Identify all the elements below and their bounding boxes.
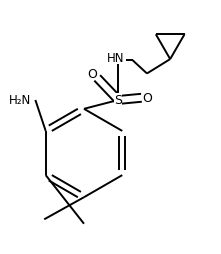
Text: HN: HN: [107, 52, 125, 65]
Text: O: O: [142, 92, 152, 105]
Text: S: S: [114, 94, 122, 107]
Text: O: O: [87, 68, 97, 81]
Text: H₂N: H₂N: [9, 94, 31, 107]
